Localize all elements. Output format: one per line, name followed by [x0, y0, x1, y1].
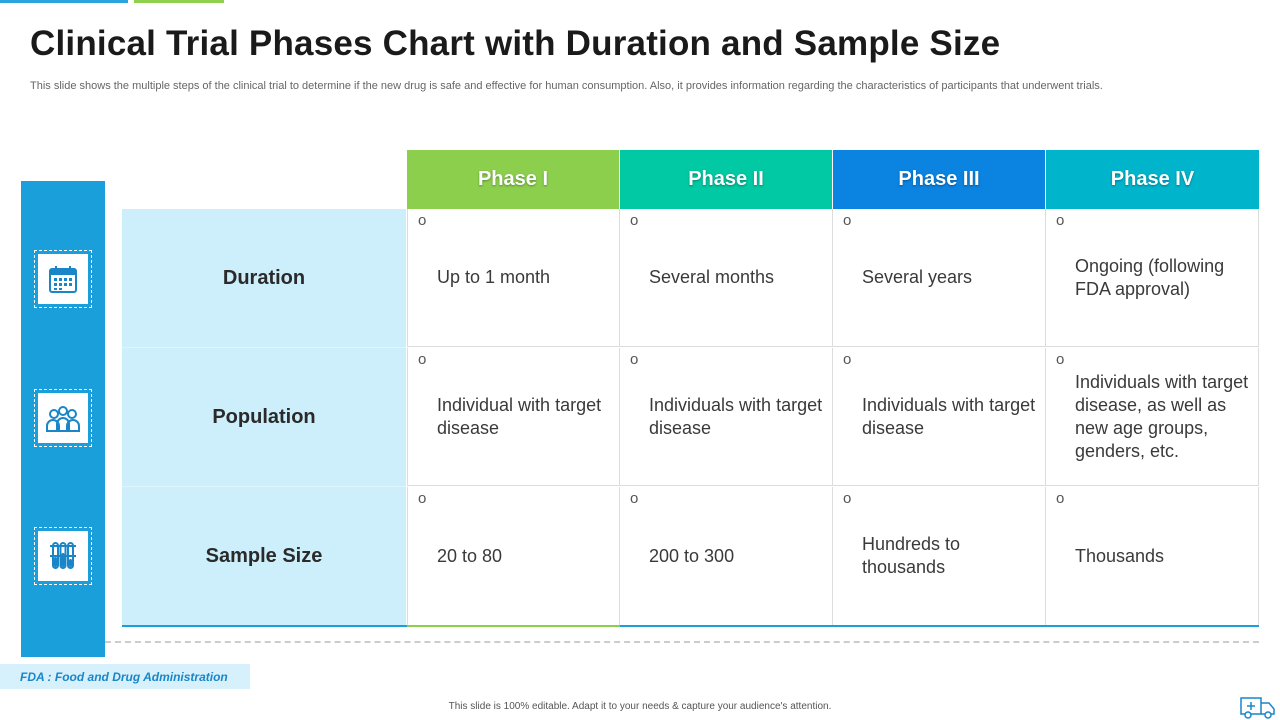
cell-text: Several years: [862, 267, 973, 287]
calendar-icon: [49, 266, 77, 293]
cell-text: Hundreds to thousands: [862, 534, 961, 577]
cell-text: 20 to 80: [437, 545, 503, 566]
calendar-icon-frame: [34, 250, 92, 308]
table-cell: o Individual with target disease: [407, 348, 620, 486]
bullet-marker: o: [843, 490, 852, 507]
phase-header-4: Phase IV: [1046, 150, 1259, 209]
table-cell: o Individuals with target disease, as wel…: [1046, 348, 1259, 486]
test-tubes-icon: [50, 542, 76, 569]
table-cell: o Ongoing (following FDA approval): [1046, 209, 1259, 347]
cell-text: Individuals with target disease: [649, 394, 823, 438]
row-label-duration: Duration: [122, 209, 406, 348]
bullet-marker: o: [418, 212, 427, 229]
bullet-marker: o: [1056, 351, 1065, 368]
phase-header-3: Phase III: [833, 150, 1045, 209]
bullet-marker: o: [418, 490, 427, 507]
phase-header-2: Phase II: [620, 150, 832, 209]
fda-footnote: FDA : Food and Drug Administration: [0, 664, 250, 689]
table-cell: o Hundreds to thousands: [833, 487, 1046, 626]
row-label-population: Population: [122, 348, 406, 487]
table-cell: o Several years: [833, 209, 1046, 347]
test-tubes-icon-frame: [34, 527, 92, 585]
cell-text: Several months: [649, 267, 775, 287]
bullet-marker: o: [1056, 212, 1065, 229]
bullet-marker: o: [418, 351, 427, 368]
table-bottom-line: [122, 625, 1259, 627]
group-people-icon: [46, 406, 80, 432]
table-cell: o Individuals with target disease: [620, 348, 833, 486]
table-cell: o Several months: [620, 209, 833, 347]
table-cell: o Individuals with target disease: [833, 348, 1046, 486]
row-label-sample-size: Sample Size: [122, 487, 406, 626]
bullet-marker: o: [630, 490, 639, 507]
bullet-marker: o: [1056, 490, 1065, 507]
cell-text: Thousands: [1075, 545, 1165, 566]
editable-footer: This slide is 100% editable. Adapt it to…: [448, 701, 832, 712]
cell-text: Individual with target disease: [437, 394, 602, 438]
bullet-marker: o: [630, 351, 639, 368]
phase-header-1: Phase I: [407, 150, 619, 209]
cell-text: Up to 1 month: [437, 267, 551, 287]
table-cell: o Up to 1 month: [407, 209, 620, 347]
icon-sidebar: [21, 181, 105, 657]
cell-text: Individuals with target disease: [862, 394, 1036, 438]
top-accent-blue: [0, 0, 128, 3]
table-cell: o 20 to 80: [407, 487, 620, 626]
bullet-marker: o: [843, 212, 852, 229]
bullet-marker: o: [843, 351, 852, 368]
table-cell: o Thousands: [1046, 487, 1259, 626]
ambulance-icon: [1240, 697, 1275, 719]
bullet-marker: o: [630, 212, 639, 229]
top-accent-green: [134, 0, 224, 3]
cell-text: 200 to 300: [649, 545, 735, 566]
table-cell: o 200 to 300: [620, 487, 833, 626]
slide-subtitle: This slide shows the multiple steps of t…: [30, 80, 1103, 92]
dotted-divider: [105, 641, 1259, 643]
cell-text: Ongoing (following FDA approval): [1075, 255, 1225, 299]
cell-text: Individuals with target disease, as well…: [1075, 371, 1249, 461]
table-bottom-line-accent: [407, 625, 620, 627]
slide-title: Clinical Trial Phases Chart with Duratio…: [30, 24, 1001, 63]
group-people-icon-frame: [34, 389, 92, 447]
